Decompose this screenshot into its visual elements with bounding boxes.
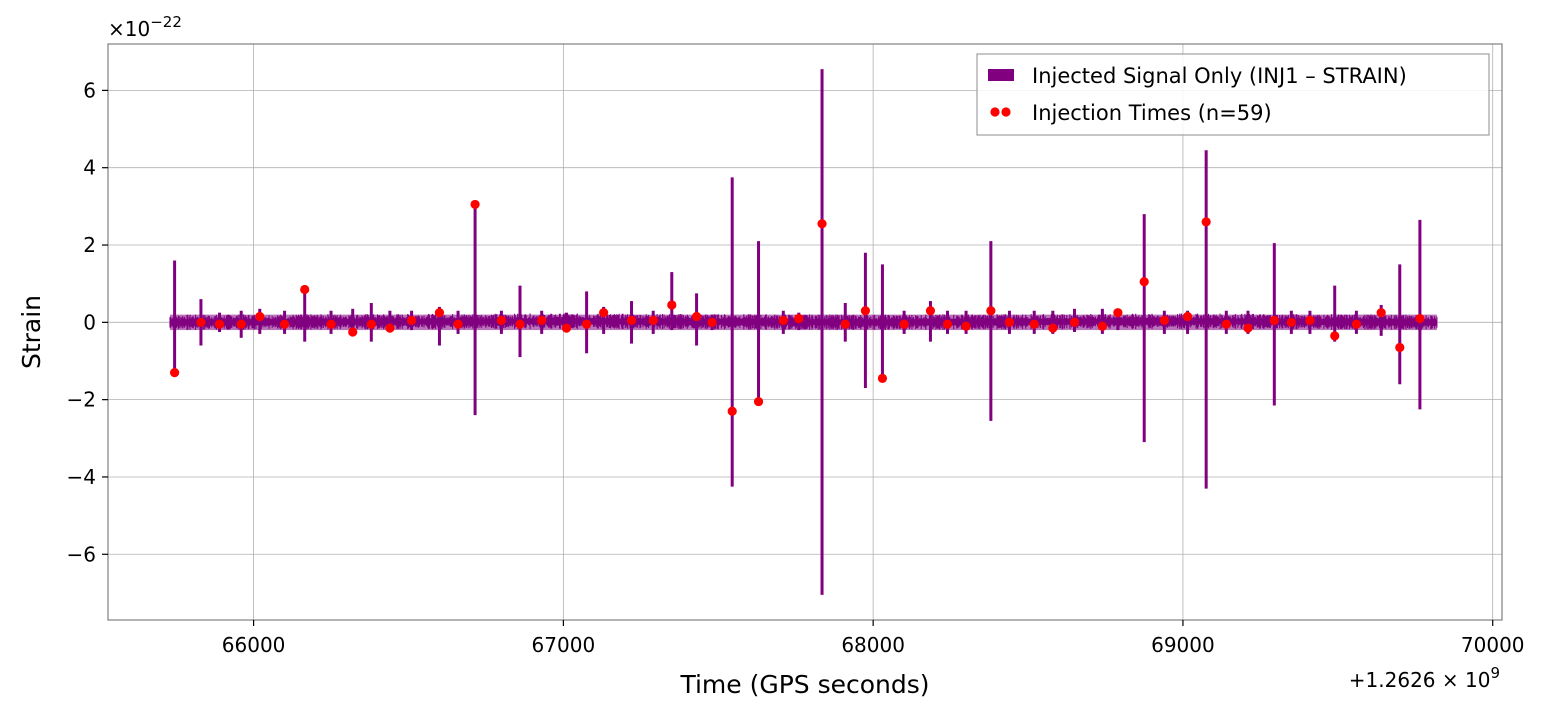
y-tick-label: 2 [83,233,96,257]
y-tick-label: 0 [83,310,96,334]
injection-point [1004,317,1015,327]
injection-point [279,319,290,329]
injection-point [753,396,764,407]
injection-point [599,308,609,318]
injection-point [348,327,358,337]
injection-point [667,300,677,310]
signal-baseline [169,319,1437,324]
x-offset-exponent: 9 [1490,664,1500,682]
injection-point [582,319,592,329]
injection-point [1069,317,1080,327]
injection-point [727,406,737,416]
injection-point [214,319,225,329]
x-tick-label: 70000 [1461,633,1525,657]
y-tick-label: −4 [67,465,96,489]
injection-point [648,315,658,326]
injection-point [860,306,871,316]
injection-point [1182,311,1193,322]
injection-point [794,313,804,324]
signal-series [169,69,1438,595]
legend: Injected Signal Only (INJ1 – STRAIN) Inj… [976,53,1490,136]
injection-point [1269,315,1279,326]
injection-point [942,319,953,329]
injection-point [1048,323,1058,333]
injection-point [470,199,480,210]
y-tick-label: 4 [83,156,96,180]
injection-point [899,319,909,329]
injection-point [1286,317,1296,327]
injection-point [300,284,310,295]
injection-point [196,317,206,327]
axis-ticks: 66000 67000 68000 69000 70000 −6 −4 −2 0 2 4 6 [67,78,1525,657]
injection-point [1243,323,1253,333]
injection-point [385,323,395,333]
legend-box [976,53,1490,136]
y-scale-exponent: −22 [150,13,182,31]
x-axis-label: Time (GPS seconds) [679,670,929,699]
y-tick-label: −2 [67,388,96,412]
injection-point [453,319,463,329]
x-tick-label: 66000 [222,633,286,657]
legend-signal-label: Injected Signal Only (INJ1 – STRAIN) [1032,64,1407,88]
legend-signal-swatch [988,69,1014,81]
y-scale-base: ×10 [108,17,150,41]
injection-point [1201,217,1211,227]
y-axis-label: Strain [17,295,46,369]
plot-frame [107,43,1503,621]
injection-point [925,306,936,316]
injection-point [1097,321,1107,331]
injection-point [1159,315,1169,326]
y-tick-label: 6 [83,78,96,102]
injection-point [1221,319,1231,329]
y-tick-label: −6 [67,542,96,566]
injection-point [515,319,525,329]
legend-injection-marker-left [990,107,1000,117]
injection-point [496,315,507,326]
legend-injection-marker-right [1001,107,1011,117]
injection-point [406,315,417,326]
x-offset-label: +1.2626 × 109 [1349,664,1500,692]
injection-points-series [170,199,1425,416]
injection-point [961,321,971,331]
injection-point [537,315,547,326]
injection-point [434,308,445,318]
injection-point [1330,331,1340,341]
y-scale-label: ×10−22 [108,13,182,41]
x-offset-base: +1.2626 × 10 [1349,668,1491,692]
x-tick-label: 68000 [841,633,905,657]
x-tick-label: 69000 [1151,633,1215,657]
injection-point [707,317,717,327]
injection-point [817,219,827,229]
injection-point [1395,342,1405,353]
injection-point [236,319,246,329]
injection-point [255,311,265,322]
injection-point [1139,277,1149,287]
injection-point [366,319,376,329]
injection-point [1415,313,1425,324]
injection-point [840,319,850,329]
injection-point [986,306,996,316]
injection-point [326,319,336,329]
legend-injection-label: Injection Times (n=59) [1032,101,1272,125]
injection-point [1113,308,1123,318]
injection-point [170,367,180,378]
injection-point [1376,308,1386,318]
injection-point [626,315,637,326]
injection-point [1305,315,1315,326]
injection-point [877,373,888,383]
x-tick-label: 67000 [532,633,596,657]
injection-point [1351,319,1362,329]
injection-point [778,315,788,326]
injection-point [1029,319,1039,329]
injection-point [561,323,572,333]
injection-point [691,311,702,322]
